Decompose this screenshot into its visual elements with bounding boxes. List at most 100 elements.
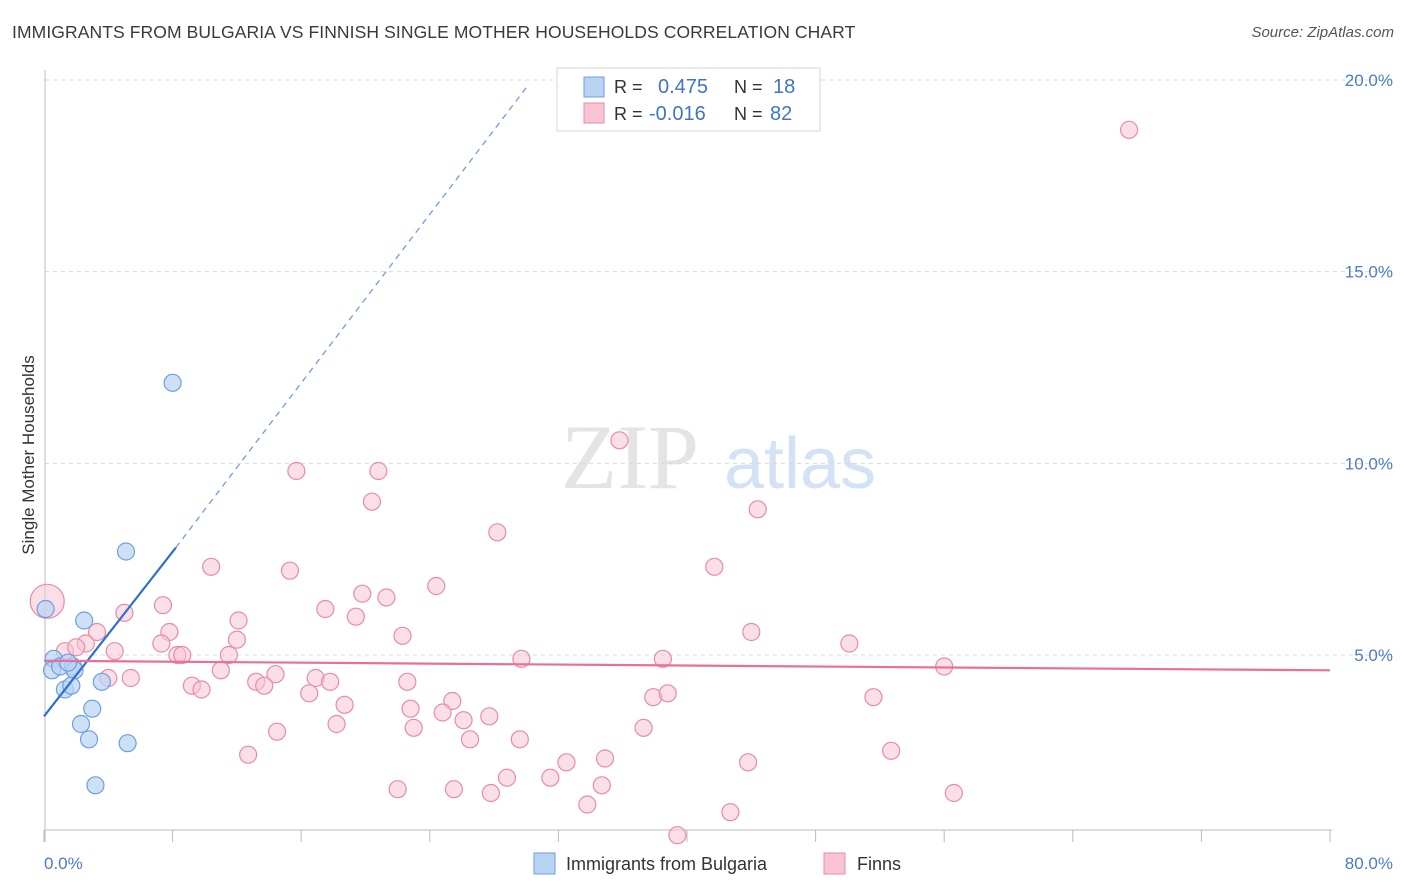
finns-point xyxy=(510,730,529,749)
finns-point xyxy=(267,722,287,741)
bulgaria-point xyxy=(163,373,182,392)
finns-point xyxy=(121,668,140,688)
bulgaria-point xyxy=(71,714,91,734)
finns-point xyxy=(578,795,597,814)
finns-point xyxy=(388,780,407,799)
bulgaria-point xyxy=(86,776,105,795)
bottom-legend-swatch-bulgaria xyxy=(533,852,556,875)
tick-labels: 5.0% 10.0% 15.0% 20.0% 0.0% 80.0% xyxy=(44,71,1393,873)
finns-point xyxy=(211,661,230,680)
legend-swatch-blue xyxy=(583,76,605,98)
bulgaria-point xyxy=(62,676,81,695)
finns-point xyxy=(287,461,306,481)
watermark-atlas: atlas xyxy=(724,424,876,504)
finns-point xyxy=(401,699,420,718)
finns-point xyxy=(335,695,354,714)
y-tick-label-1: 10.0% xyxy=(1345,454,1393,473)
finns-point xyxy=(280,561,300,580)
finns-point xyxy=(404,718,423,737)
legend-swatch-pink xyxy=(583,102,605,124)
finns-point xyxy=(393,626,412,645)
legend-r-value-2: -0.016 xyxy=(649,103,706,125)
y-tick-label-0: 5.0% xyxy=(1354,646,1393,665)
finns-point xyxy=(173,645,192,665)
finns-point xyxy=(864,688,883,707)
finns-point xyxy=(541,768,560,787)
finns-point xyxy=(192,680,211,699)
finns-point xyxy=(595,749,615,768)
finns-point xyxy=(882,741,901,760)
finns-point xyxy=(153,596,173,615)
finns-point xyxy=(87,622,107,642)
bulgaria-point xyxy=(79,730,99,749)
finns-point xyxy=(454,711,473,730)
bottom-legend-label-finns: Finns xyxy=(857,854,901,874)
finns-point xyxy=(748,500,767,519)
finns-point xyxy=(202,557,221,576)
finns-point xyxy=(653,649,672,668)
y-axis-title: Single Mother Households xyxy=(19,355,38,554)
source-label: Source: ZipAtlas.com xyxy=(1251,24,1394,41)
finns-point xyxy=(738,753,758,772)
finns-point xyxy=(398,672,417,691)
finns-point xyxy=(944,783,963,803)
bulgaria-point xyxy=(36,599,55,619)
finns-point xyxy=(255,676,274,695)
legend-n-value-1: 18 xyxy=(773,76,795,98)
finns-point xyxy=(377,588,396,607)
finns-point xyxy=(300,684,319,703)
finns-point xyxy=(481,783,500,803)
series-bulgaria xyxy=(36,373,182,795)
watermark-zip: ZIP xyxy=(561,406,699,508)
finns-point xyxy=(219,645,238,665)
finns-point xyxy=(327,714,346,734)
x-tick-label-1: 80.0% xyxy=(1345,854,1393,873)
finns-point xyxy=(266,665,285,684)
finns-point xyxy=(840,634,859,653)
finns-point xyxy=(497,768,517,787)
bulgaria-point xyxy=(118,734,137,753)
finns-point xyxy=(239,745,258,764)
finns-point xyxy=(512,649,531,668)
finns-point xyxy=(353,584,372,603)
gridlines xyxy=(45,79,1392,656)
bulgaria-trend-extension xyxy=(175,87,527,549)
finns-point xyxy=(229,611,248,630)
legend-n-value-2: 82 xyxy=(770,103,792,125)
bulgaria-point xyxy=(92,672,111,691)
finns-point xyxy=(634,718,653,737)
finns-point xyxy=(67,638,86,657)
finns-point xyxy=(592,776,611,795)
finns-point xyxy=(316,599,335,619)
legend-box: R = 0.475 N = 18 R = -0.016 N = 82 xyxy=(556,67,821,132)
bottom-legend-swatch-finns xyxy=(823,852,846,875)
finns-point xyxy=(557,753,576,772)
legend-n-label-2: N = xyxy=(734,104,763,124)
legend-r-label-2: R = xyxy=(614,104,643,124)
finns-point xyxy=(362,492,382,511)
x-tick-label-0: 0.0% xyxy=(44,854,83,873)
finns-point xyxy=(721,803,740,822)
finns-point xyxy=(658,684,677,703)
bottom-legend: Immigrants from Bulgaria Finns xyxy=(533,852,901,875)
finns-point xyxy=(105,642,124,661)
finns-point xyxy=(321,672,340,691)
finns-point xyxy=(427,576,446,596)
bulgaria-point xyxy=(75,611,94,630)
trend-lines xyxy=(43,87,1331,718)
finns-trend-line xyxy=(43,659,1331,672)
finns-point xyxy=(488,523,507,542)
y-tick-label-3: 20.0% xyxy=(1345,71,1393,90)
bottom-legend-label-bulgaria: Immigrants from Bulgaria xyxy=(566,854,768,874)
y-tick-label-2: 15.0% xyxy=(1345,263,1393,282)
bulgaria-point xyxy=(116,542,136,561)
bulgaria-point xyxy=(59,653,78,672)
chart-title: IMMIGRANTS FROM BULGARIA VS FINNISH SING… xyxy=(12,22,856,42)
finns-point xyxy=(369,461,388,481)
finns-point xyxy=(152,634,171,653)
legend-r-value-1: 0.475 xyxy=(658,76,708,98)
finns-point xyxy=(346,607,365,626)
finns-point xyxy=(444,780,464,799)
legend-n-label-1: N = xyxy=(734,77,763,97)
